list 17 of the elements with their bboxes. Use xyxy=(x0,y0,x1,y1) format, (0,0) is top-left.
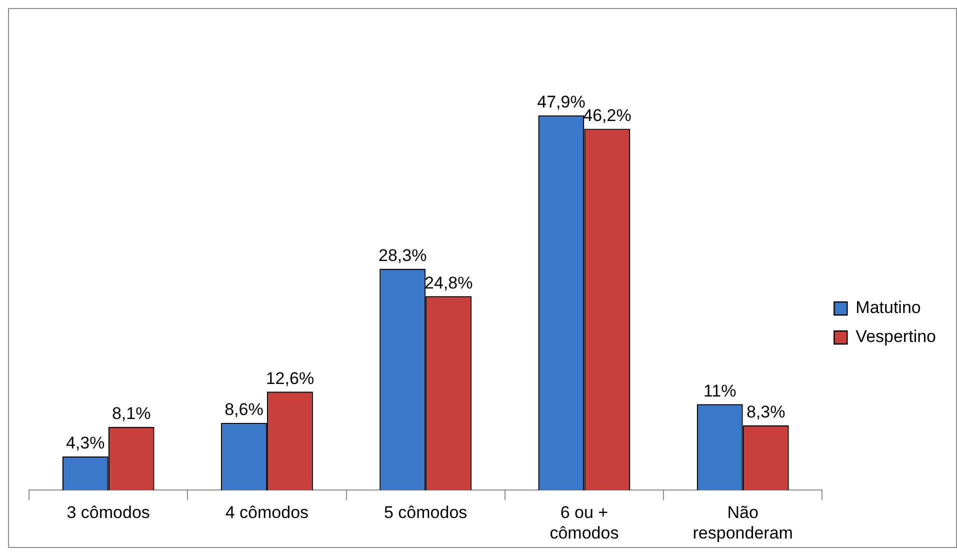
data-label: 28,3% xyxy=(378,246,427,265)
data-label: 47,9% xyxy=(537,92,586,112)
x-tick-label: 5 cômodos xyxy=(384,503,468,522)
x-tick-label: Não responderam xyxy=(692,503,793,542)
legend-label: Vespertino xyxy=(856,327,936,346)
data-label: 4,3% xyxy=(66,434,105,453)
data-label: 46,2% xyxy=(583,106,632,125)
data-label: 12,6% xyxy=(266,368,314,388)
legend-label: Matutino xyxy=(856,298,921,318)
x-tick-label: 4 cômodos xyxy=(225,503,309,522)
x-tick-label: 6 ou + cômodos xyxy=(550,503,619,542)
data-label: 24,8% xyxy=(424,273,473,292)
data-label: 11% xyxy=(703,381,736,400)
data-label: 8,3% xyxy=(746,402,786,422)
data-label: 8,6% xyxy=(224,400,264,420)
data-label: 8,1% xyxy=(112,404,151,424)
x-tick-label: 3 cômodos xyxy=(66,503,150,522)
